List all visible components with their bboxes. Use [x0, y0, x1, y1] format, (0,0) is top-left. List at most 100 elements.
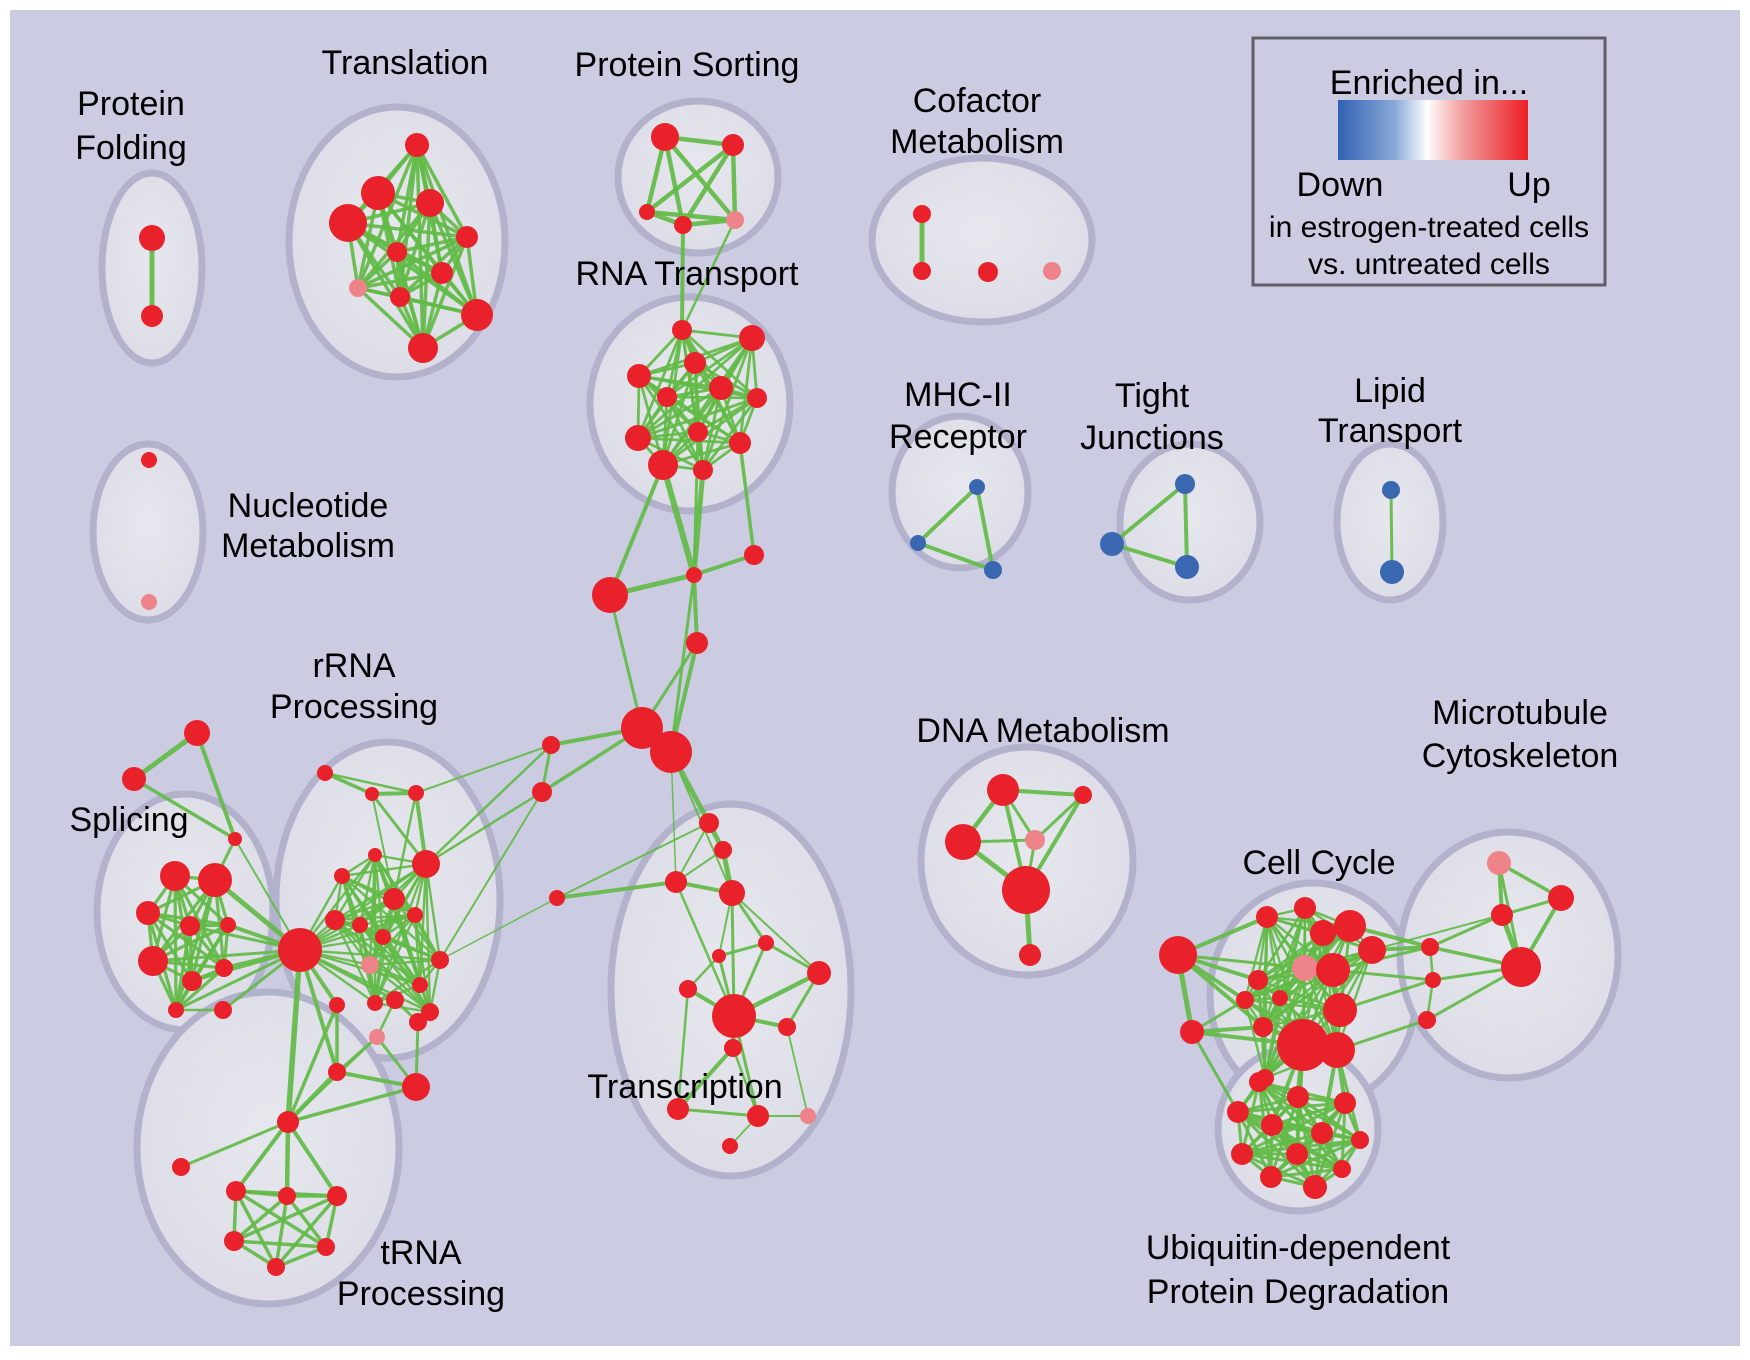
cluster-label-protein-folding-line1: Protein [77, 85, 185, 123]
legend-title: Enriched in... [1330, 64, 1528, 102]
gene-set-node-tr9 [390, 287, 410, 307]
gene-set-node-cm3 [978, 262, 998, 282]
edge-dm2-dm4 [1033, 793, 1085, 842]
edge-rt7-rt11 [661, 396, 759, 467]
gene-set-node-cc3 [1256, 906, 1278, 928]
edge-tn1-rr21 [286, 1085, 418, 1124]
gene-set-node-rt2 [739, 325, 765, 351]
gene-set-node-rr11 [407, 907, 423, 923]
gene-set-node-cm2 [913, 262, 931, 280]
edge-rt7-rt12 [701, 396, 759, 472]
gene-set-node-ps1 [651, 123, 679, 151]
gene-set-node-mt7 [1418, 1011, 1436, 1029]
gene-set-node-tn2 [172, 1158, 190, 1176]
gene-set-node-ub6 [1311, 1122, 1333, 1144]
gene-set-node-cc11 [1236, 991, 1254, 1009]
gene-set-node-pf2 [141, 305, 163, 327]
edge-ub6-ub8 [1240, 1131, 1324, 1156]
edge-tn1-rrH [285, 947, 303, 1125]
gene-set-node-rt11 [648, 450, 678, 480]
edge-mh1-mh2 [916, 485, 979, 545]
gene-set-node-ub4 [1227, 1101, 1249, 1123]
legend-gradient-bar [1338, 100, 1528, 160]
gene-set-node-dm3 [945, 824, 981, 860]
cluster-label-protein-folding-line2: Folding [75, 129, 187, 167]
gene-set-node-cc16 [1319, 1032, 1355, 1068]
edge-tr5-tr11 [421, 235, 469, 350]
edge-tn4-tn6 [232, 1194, 289, 1243]
gene-set-node-tn4 [278, 1187, 296, 1205]
gene-set-node-ub11 [1303, 1175, 1327, 1199]
edge-rr1-rr2 [323, 771, 374, 796]
edge-cc1-cc8 [1176, 953, 1307, 970]
cluster-label-trna-processing-line2: Processing [337, 1275, 505, 1313]
edge-cc3-cc17 [1263, 915, 1269, 1080]
edge-tr1-tr8 [356, 143, 419, 290]
edge-sx7-rr6 [424, 743, 553, 866]
gene-set-node-tc4 [719, 880, 745, 906]
edge-tc1-tc3 [675, 822, 710, 883]
gene-set-node-ps2 [722, 134, 744, 156]
gene-set-node-mt4 [1501, 947, 1541, 987]
gene-set-node-rrH [278, 928, 322, 972]
gene-set-node-sp3 [136, 901, 160, 925]
edge-ps2-ps3 [644, 142, 736, 215]
edge-rt4-rt12 [637, 374, 705, 472]
edge-tn3-tn8 [234, 1189, 278, 1269]
gene-set-node-rr3 [408, 785, 424, 801]
gene-set-node-st2 [122, 767, 146, 791]
gene-set-node-cc13 [1316, 953, 1350, 987]
edge-rrH-rr16 [298, 948, 442, 962]
edge-tc3-tc10 [674, 880, 736, 1018]
gene-set-node-tn7 [317, 1238, 335, 1256]
gene-set-node-tj1 [1175, 474, 1195, 494]
gene-set-node-sp1 [160, 861, 190, 891]
gene-set-node-mh3 [984, 561, 1002, 579]
cluster-ellipse-tight-junctions [1116, 440, 1264, 604]
edge-rr10-rr22 [381, 935, 432, 1014]
gene-set-node-cc7 [1358, 936, 1386, 964]
gene-set-node-rt5 [657, 387, 677, 407]
edge-tr6-tr10 [395, 250, 479, 317]
gene-set-node-rr21 [402, 1073, 430, 1101]
edge-rr2-rr6 [370, 792, 428, 866]
cluster-label-cell-cycle: Cell Cycle [1242, 844, 1395, 882]
gene-set-node-sp9 [168, 1002, 184, 1018]
gene-set-node-sx3 [686, 567, 702, 583]
edge-tc8-tc13 [676, 987, 690, 1111]
gene-set-node-mt1 [1487, 851, 1511, 875]
edge-rr6-rr16 [424, 862, 442, 962]
edge-sx8-rr16 [439, 791, 543, 961]
gene-set-node-rt8 [688, 422, 708, 442]
edge-rr5-rr6 [340, 862, 428, 878]
gene-set-node-rr2 [365, 787, 379, 801]
gene-set-node-sx8 [532, 782, 552, 802]
cluster-label-transcription: Transcription [587, 1068, 782, 1106]
cluster-label-tight-junctions-line1: Tight [1115, 377, 1190, 415]
gene-set-node-rr17 [409, 1013, 427, 1031]
cluster-label-dna-metabolism: DNA Metabolism [916, 712, 1169, 750]
cluster-label-rna-transport: RNA Transport [576, 255, 800, 293]
gene-set-node-rr22 [421, 1003, 439, 1021]
cluster-ellipse-cofactor-metabolism [868, 154, 1096, 326]
gene-set-node-nm1 [141, 452, 157, 468]
edge-tn1-tn5 [286, 1120, 339, 1198]
gene-set-node-cc8 [1292, 955, 1318, 981]
cluster-label-translation: Translation [322, 44, 489, 82]
gene-set-node-rt4 [627, 364, 651, 388]
edge-cc10-cc17 [1263, 996, 1282, 1080]
legend-up-label: Up [1507, 166, 1550, 204]
edge-ps5-rt1 [680, 218, 737, 332]
edge-cc3-cc11 [1243, 915, 1269, 1002]
edge-ub7-ub10 [1269, 1138, 1362, 1179]
edge-sx7-rr3 [415, 744, 552, 794]
gene-set-node-dm6 [1019, 944, 1041, 966]
gene-set-node-mt5 [1421, 938, 1439, 956]
cluster-label-mhc-ii-receptor-line2: Receptor [889, 418, 1027, 456]
gene-set-node-tc8 [679, 980, 697, 998]
edge-tc3-tc5 [555, 880, 678, 900]
edge-tr1-tr5 [415, 143, 469, 239]
gene-set-node-rr4 [368, 848, 382, 862]
legend: Enriched in... Down Up in estrogen-treat… [1251, 36, 1607, 287]
